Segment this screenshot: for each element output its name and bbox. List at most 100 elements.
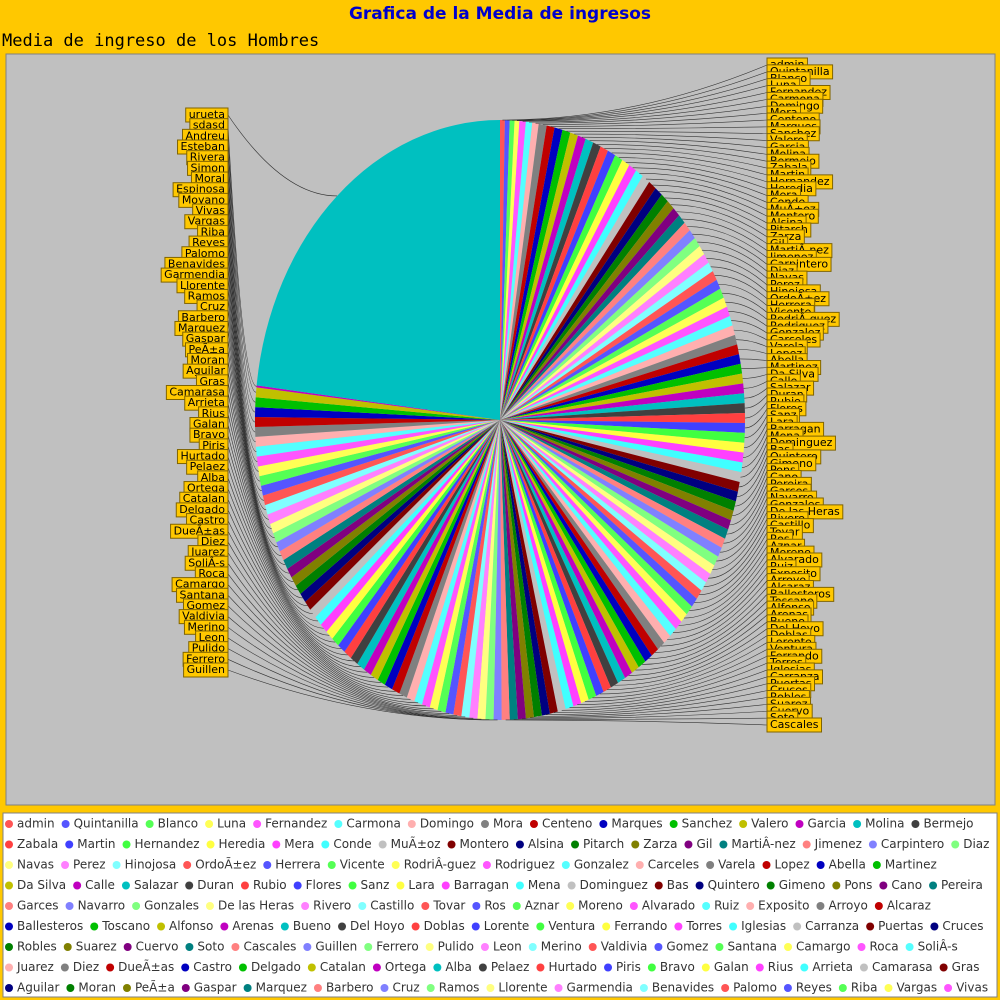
legend-swatch — [338, 922, 347, 931]
slice-labels: adminQuintanillaBlancoLunaFernandezCarmo… — [160, 57, 844, 733]
legend-swatch — [939, 963, 948, 972]
legend-label: Martin — [77, 837, 115, 851]
pie-slice — [469, 420, 500, 719]
legend-swatch — [746, 902, 755, 910]
legend-label: Conde — [333, 837, 371, 851]
pie-slice — [453, 420, 500, 717]
legend-label: Jimenez — [814, 837, 862, 851]
slice-label: Esteban — [181, 140, 225, 153]
legend-label: Pitarch — [583, 837, 624, 851]
pie-slice — [500, 420, 534, 719]
pie-slice — [500, 420, 510, 720]
pie-slice — [500, 230, 695, 420]
leader-line — [522, 92, 768, 122]
legend-label: Ballesteros — [17, 919, 83, 933]
legend-label: Galan — [714, 960, 749, 974]
leader-line — [670, 204, 768, 238]
slice-label: Gaspar — [186, 332, 226, 345]
legend-swatch — [321, 840, 330, 849]
legend-swatch — [529, 820, 538, 828]
legend-label: Toscano — [101, 919, 150, 933]
legend-swatch — [327, 861, 336, 869]
legend-label: Valdivia — [601, 940, 648, 954]
legend-swatch — [762, 861, 771, 869]
legend-swatch — [157, 922, 166, 931]
legend-swatch — [631, 840, 640, 849]
pie-slice — [500, 123, 547, 421]
pie-slice — [500, 373, 744, 420]
legend-swatch — [515, 881, 524, 890]
legend-label: Garmendia — [567, 981, 633, 995]
leader-line — [589, 140, 768, 155]
leader-line — [744, 408, 768, 429]
leader-line — [716, 504, 768, 562]
legend-label: Bueno — [293, 919, 331, 933]
leader-line — [227, 349, 294, 582]
legend-label: Piris — [616, 960, 641, 974]
legend-label: Alba — [445, 960, 472, 974]
pie-slice — [500, 420, 744, 463]
legend-label: Santana — [727, 940, 777, 954]
legend-label: Da Silva — [17, 878, 66, 892]
pie — [254, 120, 745, 720]
leader-line — [692, 233, 768, 265]
leader-line — [628, 614, 768, 676]
pie-slice — [500, 222, 690, 420]
slice-label: Roca — [198, 567, 225, 580]
leader-line — [723, 491, 768, 544]
slice-label: Castro — [190, 514, 226, 527]
slice-label: Riba — [201, 225, 225, 238]
slice-label: Reyes — [192, 236, 225, 249]
leader-line — [227, 264, 267, 511]
pie-slice — [500, 420, 589, 704]
legend-swatch — [739, 820, 748, 828]
pie-slice — [500, 420, 604, 696]
leader-line — [550, 119, 768, 127]
leader-line — [227, 275, 269, 520]
pie-slice — [500, 138, 594, 420]
pie-slice — [500, 120, 510, 420]
legend-swatch — [181, 963, 190, 972]
pie-slice — [500, 420, 646, 668]
legend-label: RodriÂ-guez — [404, 857, 476, 872]
pie-slice — [256, 420, 500, 467]
legend-label: Domingo — [420, 817, 474, 831]
pie-slice — [500, 325, 735, 420]
leader-line — [697, 241, 768, 272]
leader-line — [732, 470, 768, 516]
pie-slice — [500, 420, 687, 622]
legend-swatch — [755, 963, 764, 972]
leader-line — [611, 152, 768, 176]
pie-slice — [255, 407, 500, 420]
legend-swatch — [561, 861, 570, 869]
legend-label: Mora — [493, 817, 523, 831]
pie-slice — [320, 420, 500, 632]
pie-slice — [477, 420, 500, 720]
slice-label: Galan — [193, 418, 225, 431]
legend-swatch — [307, 963, 316, 972]
pie-slice — [500, 120, 505, 420]
legend-swatch — [122, 840, 131, 849]
leader-line — [227, 403, 319, 622]
legend-label: Arrieta — [812, 960, 853, 974]
pie-slice — [500, 420, 722, 557]
legend-swatch — [426, 984, 435, 992]
legend-label: Del Hoyo — [350, 919, 405, 933]
legend-swatch — [60, 963, 69, 972]
legend-swatch — [313, 984, 322, 992]
leader-line — [689, 546, 768, 611]
pie-slice — [500, 363, 743, 420]
pie-slice — [500, 129, 571, 420]
legend-label: Centeno — [542, 817, 592, 831]
chart-title: Grafica de la Media de ingresos — [349, 4, 651, 24]
pie-slice — [500, 316, 733, 420]
leader-line — [227, 114, 338, 197]
pie-slice — [500, 420, 729, 539]
legend-label: Zabala — [17, 837, 58, 851]
pie-slice — [500, 297, 727, 420]
pie-slice — [500, 279, 721, 420]
pie-slice — [344, 420, 500, 658]
leader-line — [648, 594, 768, 659]
pie-slice — [500, 420, 550, 716]
